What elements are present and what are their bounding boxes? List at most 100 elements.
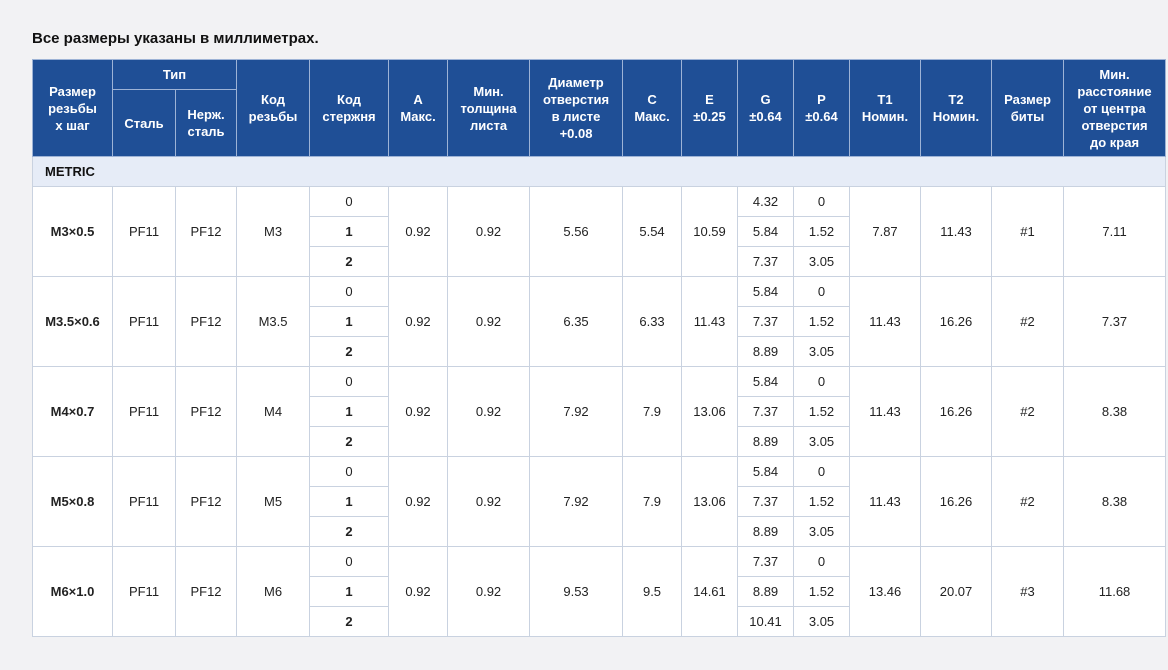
p-cell: 1.52 (793, 396, 851, 427)
rod-code-cell: 0 (309, 186, 390, 217)
t1-cell: 13.46 (849, 546, 922, 637)
rod-code-cell: 1 (309, 396, 390, 427)
steel-code-cell: PF11 (112, 186, 176, 277)
min-thickness-cell: 0.92 (447, 186, 531, 277)
hole-diameter-cell: 7.92 (529, 456, 624, 547)
stainless-code-cell: PF12 (174, 456, 238, 547)
t2-cell: 16.26 (920, 276, 993, 367)
header-t2: T2 Номин. (920, 59, 993, 157)
table-row: 2 8.89 3.05 (33, 336, 1166, 367)
t1-cell: 11.43 (849, 366, 922, 457)
min-distance-cell: 7.37 (1063, 276, 1167, 367)
a-max-cell: 0.92 (388, 456, 449, 547)
e-cell: 10.59 (681, 186, 739, 277)
stainless-code-cell: PF12 (174, 276, 238, 367)
header-rod-code: Код стержня (309, 59, 390, 157)
g-cell: 8.89 (737, 336, 795, 367)
e-cell: 14.61 (681, 546, 739, 637)
table-row: M6×1.0 PF11 PF12 M6 0 0.92 0.92 9.53 9.5 14.61 7.3… (32, 546, 1167, 637)
bit-size-cell: #2 (991, 276, 1065, 367)
e-cell: 13.06 (681, 456, 739, 547)
t2-cell: 11.43 (920, 186, 993, 277)
rod-code-cell: 1 (309, 486, 390, 517)
steel-code-cell: PF11 (112, 546, 176, 637)
table-row: M3×0.5 PF11 PF12 M3 0 0.92 0.92 5.56 5.54 10.59 4.… (32, 186, 1167, 277)
rod-code-cell: 0 (309, 276, 390, 307)
hole-diameter-cell: 9.53 (529, 546, 624, 637)
rod-code-cell: 1 (309, 306, 390, 337)
thread-size-cell: M6×1.0 (32, 546, 113, 637)
g-cell: 7.37 (737, 396, 795, 427)
g-cell: 8.89 (737, 576, 795, 607)
table-row: 2 10.41 3.05 (33, 606, 1166, 637)
rod-code-cell: 0 (309, 456, 390, 487)
rod-code-cell: 2 (309, 606, 390, 637)
thread-size-cell: M5×0.8 (32, 456, 113, 547)
min-distance-cell: 8.38 (1063, 456, 1167, 547)
g-cell: 4.32 (737, 186, 795, 217)
header-thread-code: Код резьбы (236, 59, 311, 157)
thread-code-cell: M4 (236, 366, 311, 457)
min-thickness-cell: 0.92 (447, 276, 531, 367)
thread-code-cell: M3.5 (236, 276, 311, 367)
p-cell: 0 (793, 456, 851, 487)
steel-code-cell: PF11 (112, 456, 176, 547)
g-cell: 7.37 (737, 246, 795, 277)
t2-cell: 16.26 (920, 456, 993, 547)
table-row: M5×0.8 PF11 PF12 M5 0 0.92 0.92 7.92 7.9 13.06 5.8… (32, 456, 1167, 547)
header-thread-size: Размер резьбы x шаг (32, 59, 113, 157)
stainless-code-cell: PF12 (174, 546, 238, 637)
g-cell: 5.84 (737, 456, 795, 487)
min-distance-cell: 11.68 (1063, 546, 1167, 637)
t1-cell: 11.43 (849, 276, 922, 367)
p-cell: 3.05 (793, 336, 851, 367)
units-caption: Все размеры указаны в миллиметрах. (32, 30, 319, 47)
thread-code-cell: M3 (236, 186, 311, 277)
a-max-cell: 0.92 (388, 546, 449, 637)
header-e: E ±0.25 (681, 59, 739, 157)
header-bit-size: Размер биты (991, 59, 1065, 157)
header-a: A Макс. (388, 59, 449, 157)
p-cell: 0 (793, 366, 851, 397)
bit-size-cell: #2 (991, 366, 1065, 457)
table-row: 1 7.37 1.52 (33, 486, 1166, 517)
thread-size-cell: M3.5×0.6 (32, 276, 113, 367)
g-cell: 5.84 (737, 216, 795, 247)
header-t1: T1 Номин. (849, 59, 922, 157)
header-p: P ±0.64 (793, 59, 851, 157)
p-cell: 3.05 (793, 516, 851, 547)
bit-size-cell: #1 (991, 186, 1065, 277)
min-thickness-cell: 0.92 (447, 546, 531, 637)
g-cell: 5.84 (737, 276, 795, 307)
p-cell: 1.52 (793, 486, 851, 517)
thread-code-cell: M5 (236, 456, 311, 547)
table-row: M3.5×0.6 PF11 PF12 M3.5 0 0.92 0.92 6.35 6.33 11.… (32, 276, 1167, 367)
e-cell: 11.43 (681, 276, 739, 367)
table-row: 1 5.84 1.52 (33, 216, 1166, 247)
thread-size-cell: M4×0.7 (32, 366, 113, 457)
min-thickness-cell: 0.92 (447, 366, 531, 457)
p-cell: 0 (793, 546, 851, 577)
header-hole-diameter: Диаметр отверстия в листе +0.08 (529, 59, 624, 157)
p-cell: 0 (793, 186, 851, 217)
table-row: 2 8.89 3.05 (33, 426, 1166, 457)
t2-cell: 20.07 (920, 546, 993, 637)
bit-size-cell: #2 (991, 456, 1065, 547)
a-max-cell: 0.92 (388, 276, 449, 367)
rod-code-cell: 0 (309, 546, 390, 577)
bit-size-cell: #3 (991, 546, 1065, 637)
rod-code-cell: 1 (309, 576, 390, 607)
header-g: G ±0.64 (737, 59, 795, 157)
min-distance-cell: 8.38 (1063, 366, 1167, 457)
g-cell: 5.84 (737, 366, 795, 397)
header-steel: Сталь (112, 89, 176, 157)
table-row: 2 8.89 3.05 (33, 516, 1166, 547)
min-thickness-cell: 0.92 (447, 456, 531, 547)
rod-code-cell: 2 (309, 246, 390, 277)
p-cell: 1.52 (793, 306, 851, 337)
rod-code-cell: 0 (309, 366, 390, 397)
header-stainless: Нерж. сталь (174, 89, 238, 157)
c-max-cell: 5.54 (622, 186, 683, 277)
table-row: 1 7.37 1.52 (33, 306, 1166, 337)
g-cell: 8.89 (737, 426, 795, 457)
